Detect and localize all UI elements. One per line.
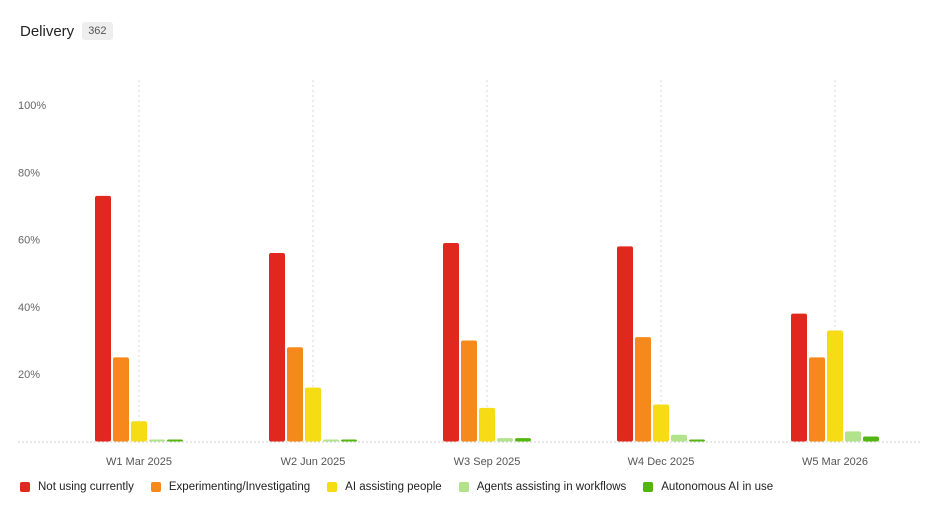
legend-swatch	[458, 482, 469, 492]
bar	[131, 421, 147, 442]
legend-swatch	[643, 482, 654, 492]
bar	[515, 438, 531, 442]
bar	[269, 253, 285, 442]
bar	[341, 439, 357, 442]
chart-title: Delivery	[20, 22, 75, 40]
bar	[827, 330, 843, 442]
legend-item[interactable]: AI assisting people	[327, 481, 442, 493]
bar	[671, 434, 687, 442]
bar	[305, 387, 321, 442]
count-badge: 362	[82, 22, 113, 40]
chart-header: Delivery 362	[20, 22, 113, 40]
x-tick-label: W2 Jun 2025	[281, 456, 346, 468]
x-tick-label: W3 Sep 2025	[454, 456, 521, 468]
legend-label: Not using currently	[38, 481, 134, 493]
bar	[617, 246, 633, 442]
bar	[479, 407, 495, 442]
y-tick-label: 80%	[18, 167, 40, 179]
x-tick-label: W1 Mar 2025	[106, 456, 172, 468]
bar	[653, 404, 669, 442]
bar	[323, 439, 339, 442]
bar	[149, 439, 165, 442]
bar	[791, 313, 807, 442]
chart-legend: Not using currently Experimenting/Investi…	[20, 481, 790, 493]
bar	[113, 357, 129, 442]
bar	[635, 337, 651, 442]
bar	[863, 436, 879, 442]
bar	[167, 439, 183, 442]
legend-label: Agents assisting in workflows	[476, 481, 627, 493]
legend-swatch	[150, 482, 161, 492]
legend-label: Autonomous AI in use	[661, 481, 774, 493]
bar	[443, 242, 459, 442]
y-tick-label: 40%	[18, 302, 40, 314]
legend-label: AI assisting people	[345, 481, 442, 493]
y-tick-label: 60%	[18, 235, 40, 247]
y-tick-label: 20%	[18, 369, 40, 381]
x-tick-label: W4 Dec 2025	[628, 456, 695, 468]
bar	[95, 195, 111, 442]
legend-swatch	[20, 482, 30, 492]
bar	[287, 347, 303, 442]
bar	[461, 340, 477, 442]
y-tick-label: 100%	[18, 100, 46, 112]
x-tick-label: W5 Mar 2026	[802, 456, 868, 468]
legend-item[interactable]: Not using currently	[20, 481, 134, 493]
legend-item[interactable]: Autonomous AI in use	[643, 481, 773, 493]
legend-swatch	[327, 482, 338, 492]
bar	[809, 357, 825, 442]
legend-label: Experimenting/Investigating	[168, 481, 311, 493]
legend-item[interactable]: Experimenting/Investigating	[150, 481, 311, 493]
legend-item[interactable]: Agents assisting in workflows	[458, 481, 627, 493]
bar	[845, 431, 861, 442]
bar	[689, 439, 705, 442]
bar	[497, 438, 513, 442]
